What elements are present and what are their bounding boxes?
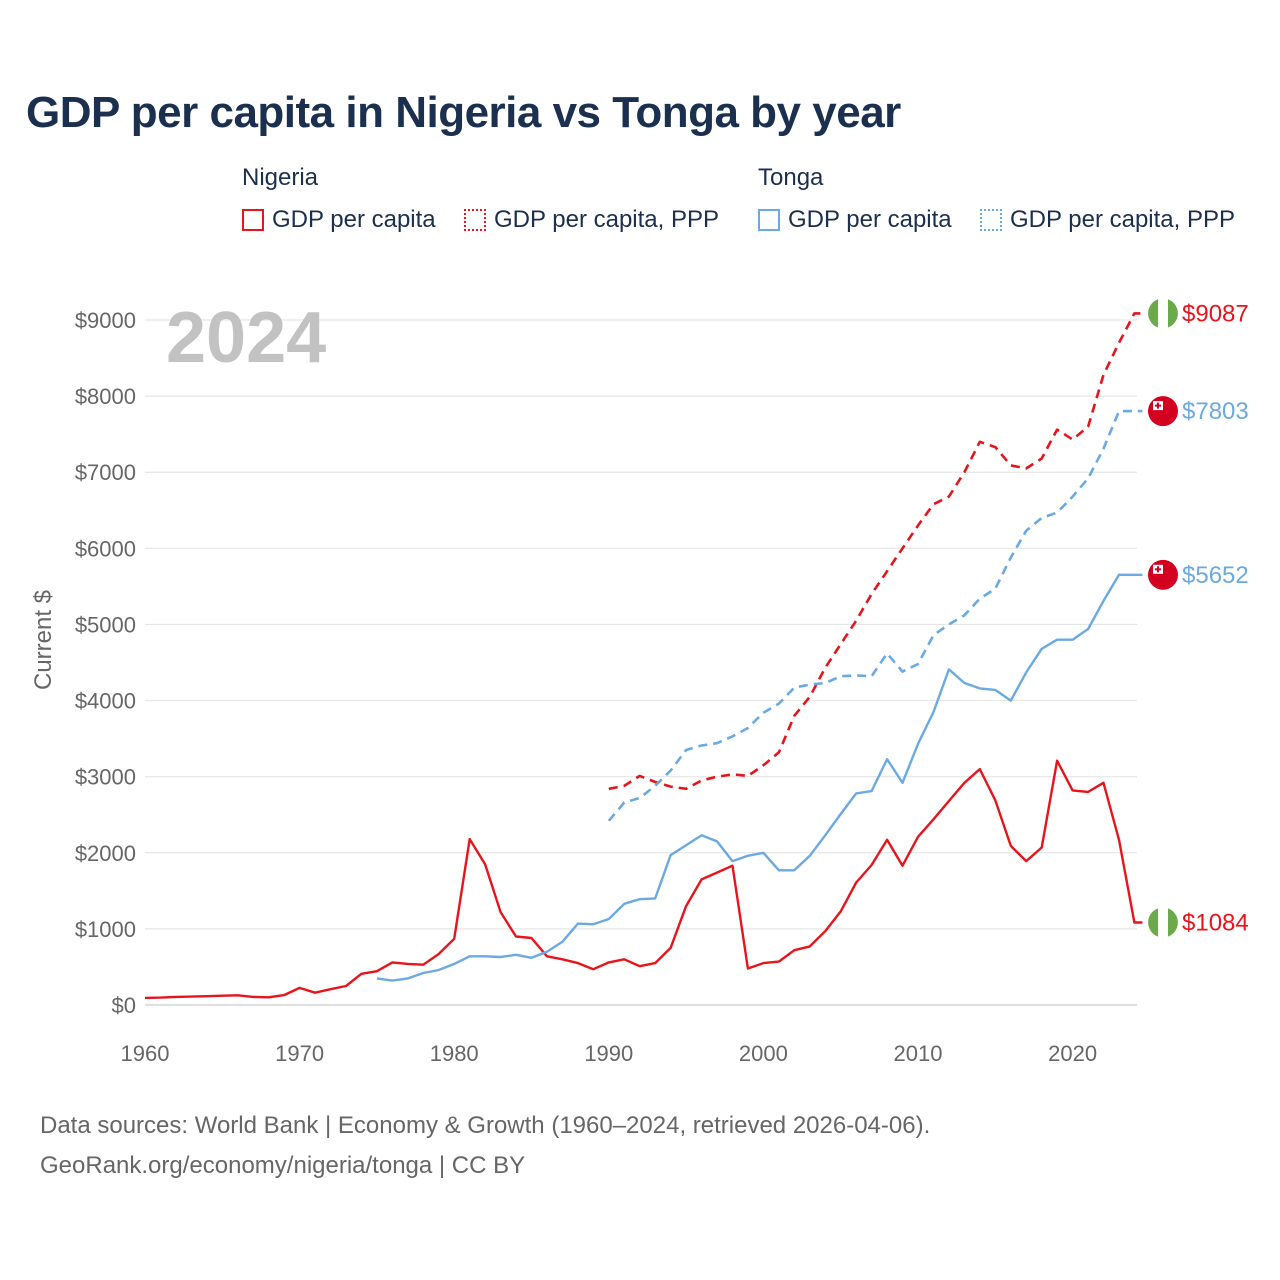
y-tick-label: $8000 bbox=[75, 384, 136, 409]
series-line-nigeria-ppp bbox=[608, 312, 1143, 791]
series-lines bbox=[144, 312, 1143, 1000]
y-tick-label: $1000 bbox=[75, 917, 136, 942]
x-tick-label: 2010 bbox=[894, 1041, 943, 1066]
x-tick-label: 2020 bbox=[1048, 1041, 1097, 1066]
y-tick-label: $5000 bbox=[75, 612, 136, 637]
y-tick-label: $6000 bbox=[75, 536, 136, 561]
flag-stripe-right bbox=[1168, 299, 1178, 328]
flag-cross-h bbox=[1155, 568, 1161, 571]
x-axis-ticks: 1960 1970 1980 1990 2000 2010 2020 bbox=[121, 1041, 1098, 1066]
legend-swatch-nigeria-gdp bbox=[242, 209, 264, 231]
grid-lines bbox=[145, 319, 1137, 1006]
legend-group-nigeria: Nigeria bbox=[242, 164, 319, 191]
y-tick-label: $3000 bbox=[75, 765, 136, 790]
flag-stripe-right bbox=[1168, 908, 1178, 937]
legend-item-tonga-gdp[interactable]: GDP per capita bbox=[758, 205, 952, 235]
legend-label-nigeria-gdp: GDP per capita bbox=[272, 206, 436, 233]
x-tick-label: 2000 bbox=[739, 1041, 788, 1066]
y-tick-label: $2000 bbox=[75, 841, 136, 866]
y-tick-label: $9000 bbox=[75, 308, 136, 333]
x-tick-label: 1990 bbox=[584, 1041, 633, 1066]
tonga-flag-icon bbox=[1148, 396, 1178, 427]
flag-cross-h bbox=[1155, 404, 1161, 407]
legend-swatch-tonga-ppp bbox=[980, 209, 1002, 231]
legend-label-tonga-ppp: GDP per capita, PPP bbox=[1010, 206, 1235, 233]
legend-item-tonga-ppp[interactable]: GDP per capita, PPP bbox=[980, 205, 1235, 235]
footer-attribution[interactable]: GeoRank.org/economy/nigeria/tonga | CC B… bbox=[40, 1152, 526, 1179]
chart-title: GDP per capita in Nigeria vs Tonga by ye… bbox=[26, 88, 901, 137]
year-label: 2024 bbox=[166, 298, 326, 378]
end-value-label: $1084 bbox=[1182, 909, 1249, 936]
y-tick-label: $4000 bbox=[75, 689, 136, 714]
end-value-label: $9087 bbox=[1182, 300, 1249, 327]
x-tick-label: 1980 bbox=[430, 1041, 479, 1066]
y-tick-label: $0 bbox=[112, 993, 136, 1018]
y-axis-label: Current $ bbox=[30, 590, 57, 690]
x-tick-label: 1960 bbox=[121, 1041, 170, 1066]
flag-stripe-left bbox=[1148, 299, 1158, 328]
legend-label-nigeria-ppp: GDP per capita, PPP bbox=[494, 206, 719, 233]
y-axis-ticks: $0 $1000 $2000 $3000 $4000 $5000 $6000 $7000 $80… bbox=[75, 308, 136, 1018]
x-tick-label: 1970 bbox=[275, 1041, 324, 1066]
legend-label-tonga-gdp: GDP per capita bbox=[788, 206, 952, 233]
flag-stripe-left bbox=[1148, 908, 1158, 937]
legend-swatch-tonga-gdp bbox=[758, 209, 780, 231]
legend-item-nigeria-ppp[interactable]: GDP per capita, PPP bbox=[464, 205, 719, 235]
legend-swatch-nigeria-ppp bbox=[464, 209, 486, 231]
end-markers: $1084 $9087 $5652 $7803 bbox=[1148, 298, 1249, 938]
tonga-flag-icon bbox=[1148, 559, 1178, 590]
legend-item-nigeria-gdp[interactable]: GDP per capita bbox=[242, 205, 436, 235]
footer-sources: Data sources: World Bank | Economy & Gro… bbox=[40, 1112, 931, 1139]
legend-group-tonga: Tonga bbox=[758, 164, 824, 191]
footer: Data sources: World Bank | Economy & Gro… bbox=[40, 1106, 930, 1186]
end-value-label: $7803 bbox=[1182, 398, 1249, 425]
series-line-tonga-gdp bbox=[376, 573, 1143, 982]
y-tick-label: $7000 bbox=[75, 460, 136, 485]
end-value-label: $5652 bbox=[1182, 562, 1249, 589]
series-line-tonga-ppp bbox=[607, 409, 1143, 822]
series-line-nigeria-gdp bbox=[144, 759, 1143, 1000]
